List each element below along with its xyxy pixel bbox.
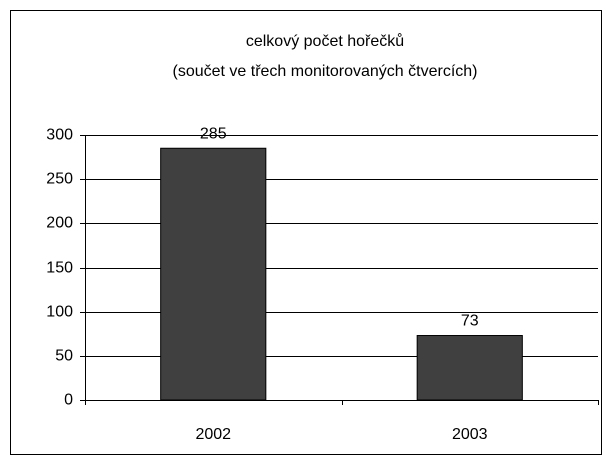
chart-subtitle: (součet ve třech monitorovaných čtvercíc… <box>172 63 477 80</box>
y-tick-label: 50 <box>55 348 73 365</box>
y-tick-label: 250 <box>46 171 73 188</box>
x-tick-label: 2003 <box>452 426 488 443</box>
data-label: 73 <box>461 313 479 330</box>
y-tick-label: 0 <box>64 392 73 409</box>
bar <box>160 147 267 401</box>
y-tick-label: 150 <box>46 260 73 277</box>
bar <box>416 335 523 401</box>
data-label: 285 <box>200 125 227 142</box>
y-tick-label: 200 <box>46 215 73 232</box>
y-tick-label: 100 <box>46 304 73 321</box>
y-tick-label: 300 <box>46 127 73 144</box>
x-tick-label: 2002 <box>195 426 231 443</box>
chart-title: celkový počet hořečků <box>246 32 404 50</box>
